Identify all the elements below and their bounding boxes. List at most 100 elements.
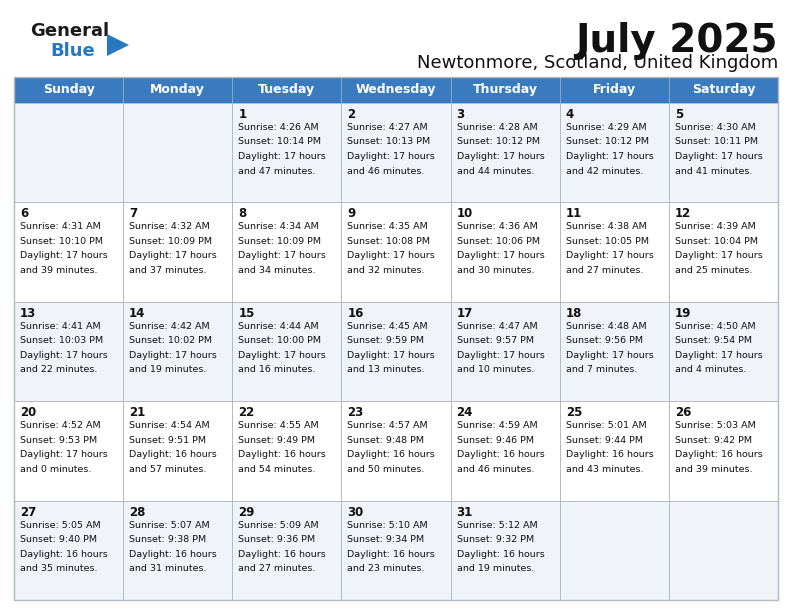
- Text: 1: 1: [238, 108, 246, 121]
- Text: and 19 minutes.: and 19 minutes.: [456, 564, 534, 573]
- Text: 28: 28: [129, 506, 146, 518]
- Text: Sunrise: 4:26 AM: Sunrise: 4:26 AM: [238, 123, 319, 132]
- FancyBboxPatch shape: [669, 401, 778, 501]
- Text: Daylight: 17 hours: Daylight: 17 hours: [348, 152, 435, 161]
- Text: Sunrise: 4:44 AM: Sunrise: 4:44 AM: [238, 322, 319, 331]
- Text: Daylight: 17 hours: Daylight: 17 hours: [20, 252, 108, 260]
- Text: and 37 minutes.: and 37 minutes.: [129, 266, 207, 275]
- Text: Sunset: 10:09 PM: Sunset: 10:09 PM: [238, 237, 322, 246]
- FancyBboxPatch shape: [14, 103, 123, 203]
- Text: Sunrise: 4:28 AM: Sunrise: 4:28 AM: [456, 123, 537, 132]
- Text: Daylight: 17 hours: Daylight: 17 hours: [129, 252, 217, 260]
- Text: 21: 21: [129, 406, 146, 419]
- Text: Daylight: 17 hours: Daylight: 17 hours: [238, 351, 326, 360]
- Text: Sunset: 9:51 PM: Sunset: 9:51 PM: [129, 436, 206, 445]
- Text: Sunrise: 4:59 AM: Sunrise: 4:59 AM: [456, 421, 537, 430]
- Text: and 13 minutes.: and 13 minutes.: [348, 365, 425, 375]
- Text: Sunrise: 4:35 AM: Sunrise: 4:35 AM: [348, 222, 428, 231]
- Text: General: General: [30, 22, 109, 40]
- Text: Sunset: 10:09 PM: Sunset: 10:09 PM: [129, 237, 212, 246]
- Text: and 22 minutes.: and 22 minutes.: [20, 365, 97, 375]
- Text: Daylight: 16 hours: Daylight: 16 hours: [238, 550, 326, 559]
- Text: Daylight: 17 hours: Daylight: 17 hours: [675, 351, 763, 360]
- Text: Daylight: 17 hours: Daylight: 17 hours: [565, 252, 653, 260]
- Text: 27: 27: [20, 506, 36, 518]
- Text: Daylight: 17 hours: Daylight: 17 hours: [565, 152, 653, 161]
- Text: 4: 4: [565, 108, 574, 121]
- Text: Daylight: 17 hours: Daylight: 17 hours: [456, 152, 544, 161]
- Text: 31: 31: [456, 506, 473, 518]
- FancyBboxPatch shape: [451, 302, 560, 401]
- Text: Daylight: 17 hours: Daylight: 17 hours: [348, 351, 435, 360]
- Text: and 46 minutes.: and 46 minutes.: [456, 465, 534, 474]
- Text: Daylight: 16 hours: Daylight: 16 hours: [129, 450, 217, 459]
- FancyBboxPatch shape: [123, 302, 232, 401]
- FancyBboxPatch shape: [341, 302, 451, 401]
- Text: Sunset: 9:48 PM: Sunset: 9:48 PM: [348, 436, 425, 445]
- Text: and 54 minutes.: and 54 minutes.: [238, 465, 316, 474]
- Text: and 35 minutes.: and 35 minutes.: [20, 564, 97, 573]
- Text: and 27 minutes.: and 27 minutes.: [565, 266, 643, 275]
- Text: Daylight: 17 hours: Daylight: 17 hours: [675, 252, 763, 260]
- Text: 20: 20: [20, 406, 36, 419]
- Text: 22: 22: [238, 406, 254, 419]
- FancyBboxPatch shape: [123, 501, 232, 600]
- Text: and 7 minutes.: and 7 minutes.: [565, 365, 637, 375]
- Text: and 30 minutes.: and 30 minutes.: [456, 266, 534, 275]
- FancyBboxPatch shape: [560, 103, 669, 203]
- FancyBboxPatch shape: [669, 103, 778, 203]
- Text: 30: 30: [348, 506, 364, 518]
- Text: Sunset: 9:44 PM: Sunset: 9:44 PM: [565, 436, 643, 445]
- Text: Sunrise: 4:27 AM: Sunrise: 4:27 AM: [348, 123, 428, 132]
- FancyBboxPatch shape: [232, 302, 341, 401]
- Text: 10: 10: [456, 207, 473, 220]
- Text: and 43 minutes.: and 43 minutes.: [565, 465, 643, 474]
- FancyBboxPatch shape: [669, 302, 778, 401]
- Text: Sunrise: 4:41 AM: Sunrise: 4:41 AM: [20, 322, 101, 331]
- Text: and 27 minutes.: and 27 minutes.: [238, 564, 316, 573]
- Text: Sunrise: 4:30 AM: Sunrise: 4:30 AM: [675, 123, 756, 132]
- Text: Sunrise: 4:29 AM: Sunrise: 4:29 AM: [565, 123, 646, 132]
- Text: 8: 8: [238, 207, 246, 220]
- FancyBboxPatch shape: [560, 401, 669, 501]
- Text: Friday: Friday: [592, 83, 636, 97]
- Text: and 23 minutes.: and 23 minutes.: [348, 564, 425, 573]
- Text: Daylight: 16 hours: Daylight: 16 hours: [348, 550, 435, 559]
- FancyBboxPatch shape: [341, 203, 451, 302]
- Text: Newtonmore, Scotland, United Kingdom: Newtonmore, Scotland, United Kingdom: [417, 54, 778, 72]
- Text: Daylight: 17 hours: Daylight: 17 hours: [456, 252, 544, 260]
- Text: Sunset: 10:13 PM: Sunset: 10:13 PM: [348, 138, 431, 146]
- Text: 9: 9: [348, 207, 356, 220]
- Text: Daylight: 16 hours: Daylight: 16 hours: [565, 450, 653, 459]
- Text: Sunrise: 4:54 AM: Sunrise: 4:54 AM: [129, 421, 210, 430]
- Text: Tuesday: Tuesday: [258, 83, 315, 97]
- Text: Sunset: 10:08 PM: Sunset: 10:08 PM: [348, 237, 430, 246]
- FancyBboxPatch shape: [14, 302, 123, 401]
- Text: and 34 minutes.: and 34 minutes.: [238, 266, 316, 275]
- FancyBboxPatch shape: [123, 401, 232, 501]
- Text: 3: 3: [456, 108, 465, 121]
- Text: and 42 minutes.: and 42 minutes.: [565, 166, 643, 176]
- FancyBboxPatch shape: [451, 203, 560, 302]
- FancyBboxPatch shape: [560, 501, 669, 600]
- Text: Daylight: 17 hours: Daylight: 17 hours: [20, 450, 108, 459]
- FancyBboxPatch shape: [14, 401, 123, 501]
- Text: Saturday: Saturday: [691, 83, 756, 97]
- Text: and 50 minutes.: and 50 minutes.: [348, 465, 425, 474]
- Text: Sunrise: 4:39 AM: Sunrise: 4:39 AM: [675, 222, 756, 231]
- Text: Sunrise: 4:55 AM: Sunrise: 4:55 AM: [238, 421, 319, 430]
- Text: 15: 15: [238, 307, 255, 320]
- Text: 17: 17: [456, 307, 473, 320]
- Text: Sunset: 10:06 PM: Sunset: 10:06 PM: [456, 237, 539, 246]
- Text: 16: 16: [348, 307, 364, 320]
- Text: Sunset: 9:53 PM: Sunset: 9:53 PM: [20, 436, 97, 445]
- Text: Sunset: 9:36 PM: Sunset: 9:36 PM: [238, 535, 315, 544]
- Text: Daylight: 17 hours: Daylight: 17 hours: [20, 351, 108, 360]
- Text: 18: 18: [565, 307, 582, 320]
- FancyBboxPatch shape: [341, 401, 451, 501]
- Text: and 39 minutes.: and 39 minutes.: [675, 465, 752, 474]
- Text: 13: 13: [20, 307, 36, 320]
- Text: Daylight: 16 hours: Daylight: 16 hours: [238, 450, 326, 459]
- Text: Daylight: 17 hours: Daylight: 17 hours: [129, 351, 217, 360]
- Text: Sunset: 10:02 PM: Sunset: 10:02 PM: [129, 337, 212, 345]
